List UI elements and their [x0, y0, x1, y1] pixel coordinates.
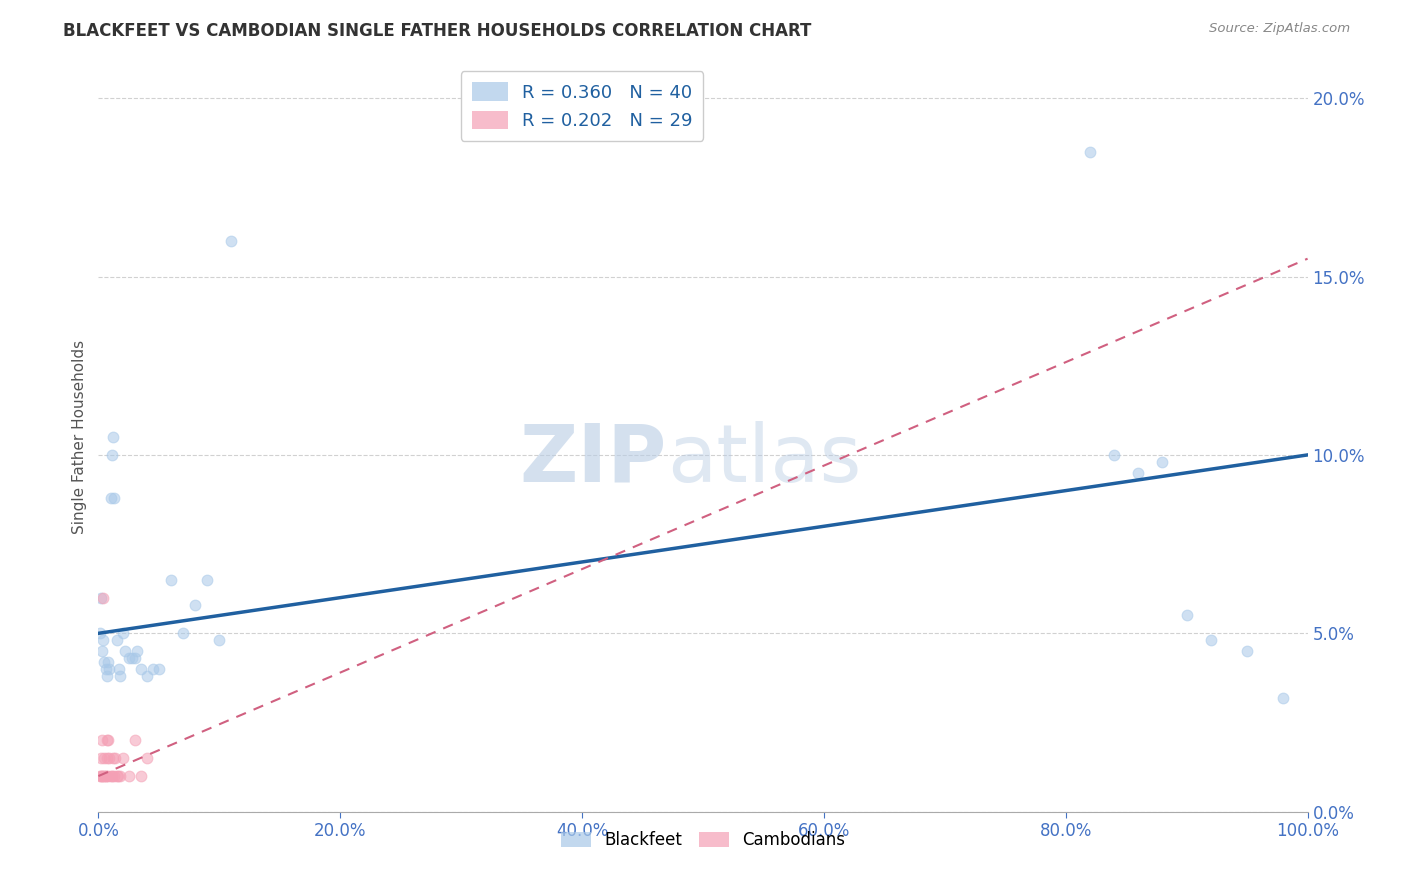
Point — [100, 491, 122, 505]
Point — [142, 662, 165, 676]
Point — [108, 662, 131, 676]
Point — [91, 591, 114, 605]
Point — [148, 662, 170, 676]
Point — [121, 651, 143, 665]
Point — [91, 633, 114, 648]
Point — [105, 769, 128, 783]
Point — [127, 644, 149, 658]
Point — [124, 651, 146, 665]
Point — [1199, 633, 1222, 648]
Text: atlas: atlas — [666, 420, 860, 499]
Point — [184, 598, 207, 612]
Point — [1078, 145, 1101, 159]
Point — [91, 644, 114, 658]
Point — [1175, 608, 1198, 623]
Point — [91, 733, 114, 747]
Point — [124, 733, 146, 747]
Point — [91, 769, 114, 783]
Point — [96, 669, 118, 683]
Point — [96, 733, 118, 747]
Point — [135, 669, 157, 683]
Point — [97, 655, 120, 669]
Point — [98, 662, 121, 676]
Point — [104, 751, 127, 765]
Point — [114, 644, 136, 658]
Point — [98, 751, 121, 765]
Point — [89, 626, 111, 640]
Point — [107, 769, 129, 783]
Point — [1272, 690, 1295, 705]
Point — [118, 651, 141, 665]
Point — [94, 662, 117, 676]
Point — [97, 733, 120, 747]
Point — [135, 751, 157, 765]
Text: Source: ZipAtlas.com: Source: ZipAtlas.com — [1209, 22, 1350, 36]
Y-axis label: Single Father Households: Single Father Households — [72, 340, 87, 534]
Point — [91, 769, 114, 783]
Point — [100, 448, 122, 462]
Text: BLACKFEET VS CAMBODIAN SINGLE FATHER HOUSEHOLDS CORRELATION CHART: BLACKFEET VS CAMBODIAN SINGLE FATHER HOU… — [63, 22, 811, 40]
Point — [103, 491, 125, 505]
Text: ZIP: ZIP — [519, 420, 666, 499]
Point — [195, 573, 218, 587]
Point — [97, 769, 120, 783]
Point — [1152, 455, 1174, 469]
Point — [160, 573, 183, 587]
Point — [101, 430, 124, 444]
Point — [221, 234, 243, 248]
Point — [101, 751, 124, 765]
Point — [172, 626, 194, 640]
Point — [108, 769, 131, 783]
Point — [129, 769, 152, 783]
Point — [208, 633, 231, 648]
Point — [129, 662, 152, 676]
Point — [118, 769, 141, 783]
Point — [1102, 448, 1125, 462]
Point — [94, 769, 117, 783]
Point — [94, 769, 117, 783]
Point — [96, 751, 118, 765]
Legend: Blackfeet, Cambodians: Blackfeet, Cambodians — [554, 824, 852, 855]
Point — [100, 769, 122, 783]
Point — [89, 769, 111, 783]
Point — [90, 591, 112, 605]
Point — [111, 751, 134, 765]
Point — [93, 769, 115, 783]
Point — [1128, 466, 1150, 480]
Point — [1236, 644, 1258, 658]
Point — [93, 751, 115, 765]
Point — [111, 626, 134, 640]
Point — [90, 751, 112, 765]
Point — [93, 655, 115, 669]
Point — [108, 669, 131, 683]
Point — [103, 769, 125, 783]
Point — [90, 769, 112, 783]
Point — [100, 769, 122, 783]
Point — [105, 633, 128, 648]
